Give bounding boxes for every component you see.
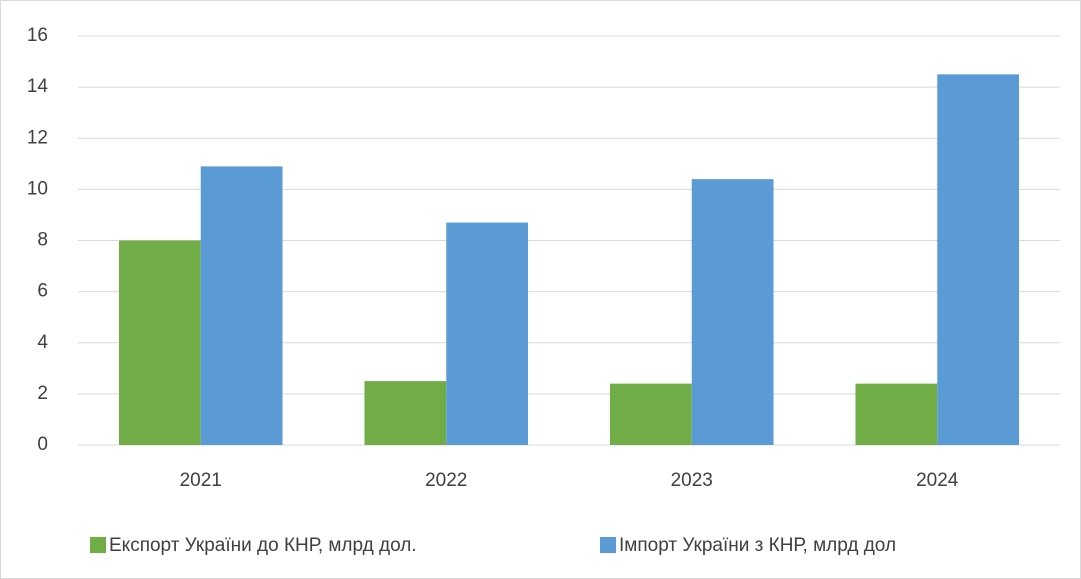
bar [855, 383, 938, 445]
y-tick-label: 0 [37, 434, 48, 455]
x-tick-label: 2023 [671, 470, 713, 491]
x-tick-label: 2022 [425, 470, 467, 491]
bar [609, 383, 692, 445]
x-tick-label: 2024 [916, 470, 959, 491]
legend-label: Імпорт України з КНР, млрд дол [619, 535, 896, 556]
y-tick-label: 12 [27, 127, 48, 148]
y-tick-label: 2 [37, 383, 48, 404]
x-tick-label: 2021 [180, 470, 222, 491]
legend-swatch [600, 537, 616, 553]
y-tick-label: 14 [27, 76, 49, 97]
y-tick-label: 4 [37, 332, 48, 353]
bar [446, 222, 529, 445]
bar [691, 179, 774, 445]
legend-swatch [90, 537, 106, 553]
legend-label: Експорт України до КНР, млрд дол. [109, 535, 417, 556]
bar [364, 381, 447, 445]
bar [200, 166, 283, 445]
bar [118, 240, 201, 445]
y-tick-label: 8 [37, 230, 48, 251]
y-tick-label: 16 [27, 25, 48, 46]
bar [937, 74, 1020, 445]
y-tick-label: 10 [27, 178, 48, 199]
y-tick-label: 6 [37, 281, 48, 302]
